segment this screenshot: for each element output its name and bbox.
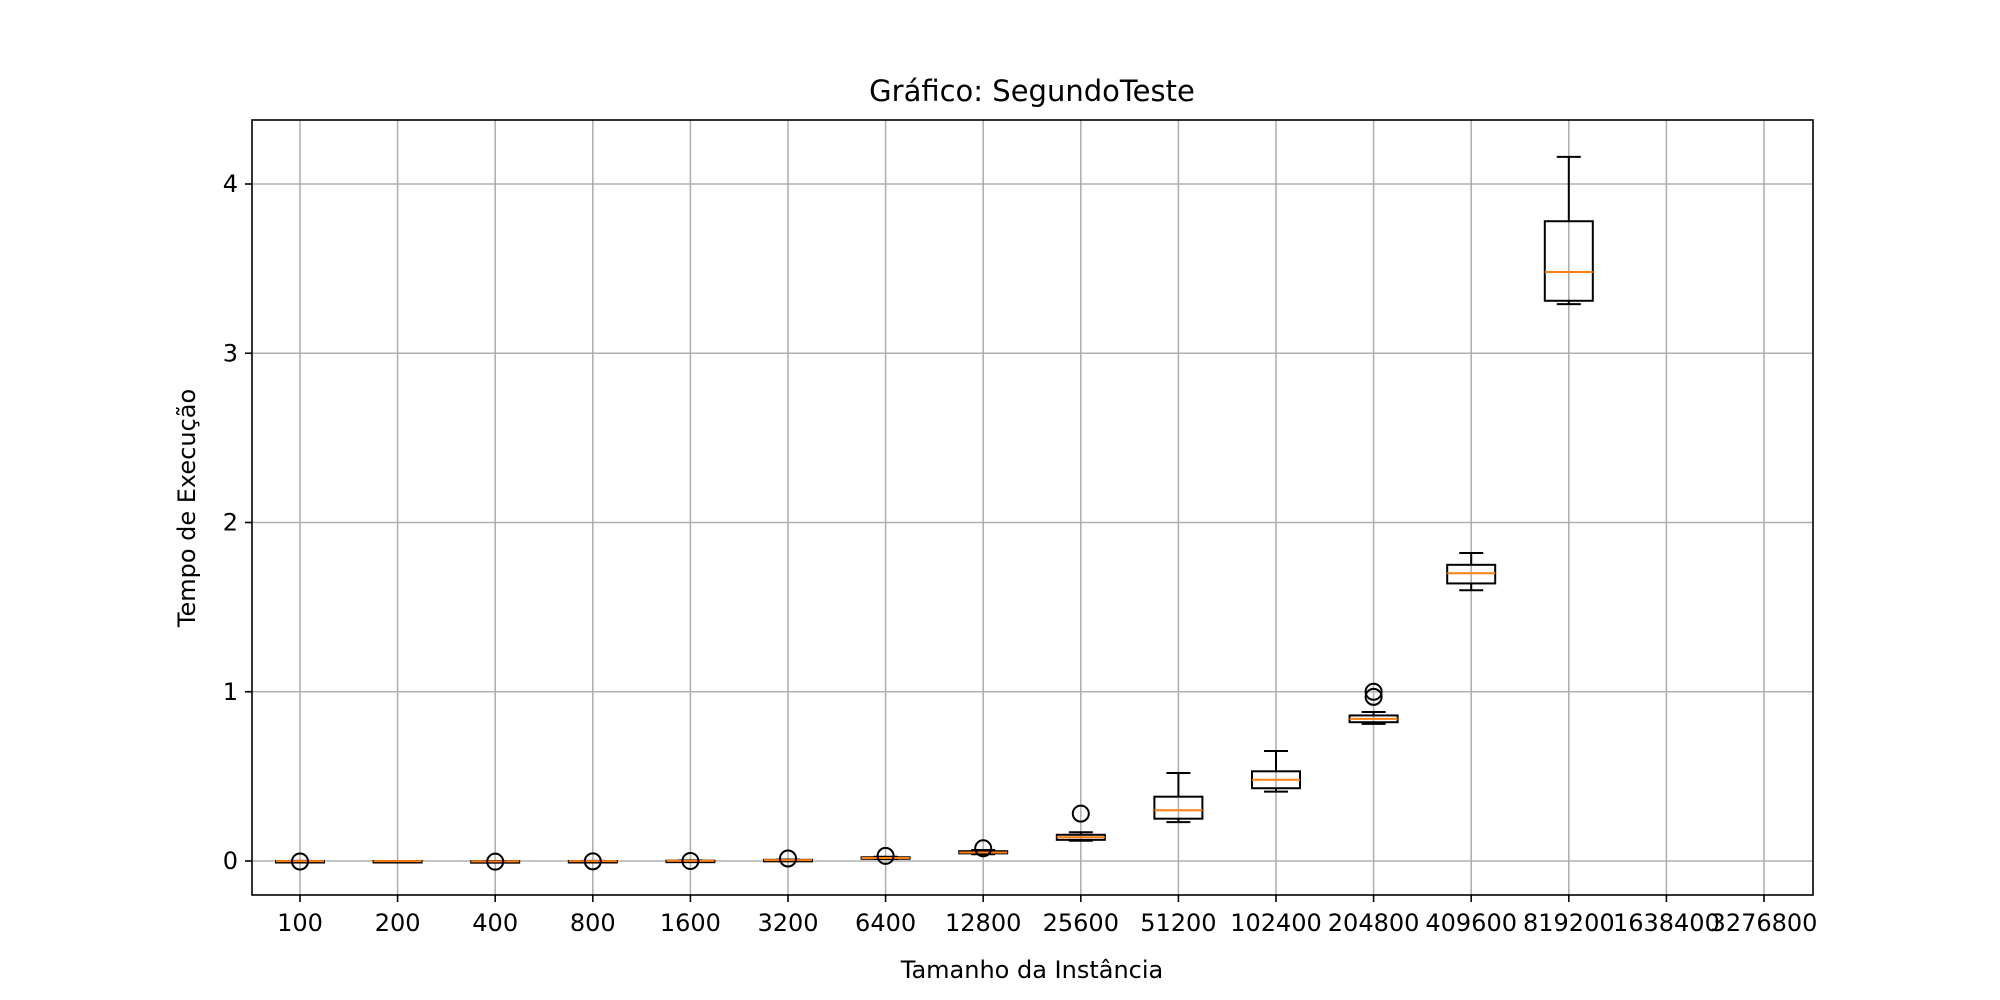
outlier-point bbox=[486, 852, 505, 871]
x-axis: 100 200 400 800 1600 3200 6400 12800 25600 51200 1… bbox=[277, 895, 1817, 937]
outlier-point bbox=[1364, 682, 1383, 701]
box-12800 bbox=[958, 839, 1009, 858]
outlier-point bbox=[974, 839, 993, 858]
x-tick-label: 1600 bbox=[660, 909, 721, 937]
box-3200 bbox=[763, 849, 813, 868]
box-25600 bbox=[1055, 804, 1106, 842]
outlier-point bbox=[681, 852, 700, 870]
outlier-point bbox=[1364, 687, 1383, 706]
x-tick-label: 200 bbox=[375, 909, 421, 937]
y-tick-label: 0 bbox=[223, 847, 238, 875]
box-819200 bbox=[1543, 155, 1594, 306]
y-axis-label: Tempo de Execução bbox=[173, 389, 201, 628]
y-tick-label: 1 bbox=[223, 678, 238, 706]
box-400 bbox=[470, 852, 521, 871]
x-tick-label: 3200 bbox=[757, 909, 818, 937]
outlier-point bbox=[876, 846, 895, 865]
box-100 bbox=[275, 852, 325, 871]
x-tick-label: 800 bbox=[570, 909, 616, 937]
outlier-point bbox=[1071, 804, 1090, 823]
x-tick-label: 6400 bbox=[855, 909, 916, 937]
x-tick-label: 819200 bbox=[1523, 909, 1615, 937]
x-tick-label: 1638400 bbox=[1613, 909, 1720, 937]
x-tick-label: 400 bbox=[472, 909, 518, 937]
boxes bbox=[275, 155, 1594, 871]
x-tick-label: 51200 bbox=[1140, 909, 1216, 937]
box-body bbox=[1153, 795, 1204, 820]
box-200 bbox=[372, 860, 423, 864]
box-409600 bbox=[1446, 551, 1497, 592]
y-tick-label: 3 bbox=[223, 339, 238, 367]
y-axis: 0 1 2 3 4 bbox=[223, 170, 252, 875]
x-tick-label: 25600 bbox=[1043, 909, 1119, 937]
box-800 bbox=[567, 852, 618, 871]
box-1600 bbox=[665, 852, 716, 870]
plot-area-frame bbox=[251, 119, 1814, 896]
box-51200 bbox=[1153, 771, 1204, 824]
x-axis-label: Tamanho da Instância bbox=[900, 956, 1163, 984]
x-tick-label: 100 bbox=[277, 909, 323, 937]
box-body bbox=[1543, 220, 1594, 302]
x-tick-label: 12800 bbox=[945, 909, 1021, 937]
outlier-point bbox=[291, 852, 309, 871]
box-204800 bbox=[1348, 682, 1399, 725]
chart-title: Gráfico: SegundoTeste bbox=[869, 74, 1195, 108]
x-tick-label: 409600 bbox=[1425, 909, 1517, 937]
x-tick-label: 3276800 bbox=[1711, 909, 1818, 937]
outlier-point bbox=[779, 849, 797, 868]
y-tick-label: 2 bbox=[223, 509, 238, 537]
y-tick-label: 4 bbox=[223, 170, 238, 198]
box-102400 bbox=[1251, 749, 1301, 793]
outlier-point bbox=[583, 852, 602, 871]
box-6400 bbox=[860, 846, 911, 865]
x-tick-label: 204800 bbox=[1328, 909, 1420, 937]
x-tick-label: 102400 bbox=[1230, 909, 1322, 937]
